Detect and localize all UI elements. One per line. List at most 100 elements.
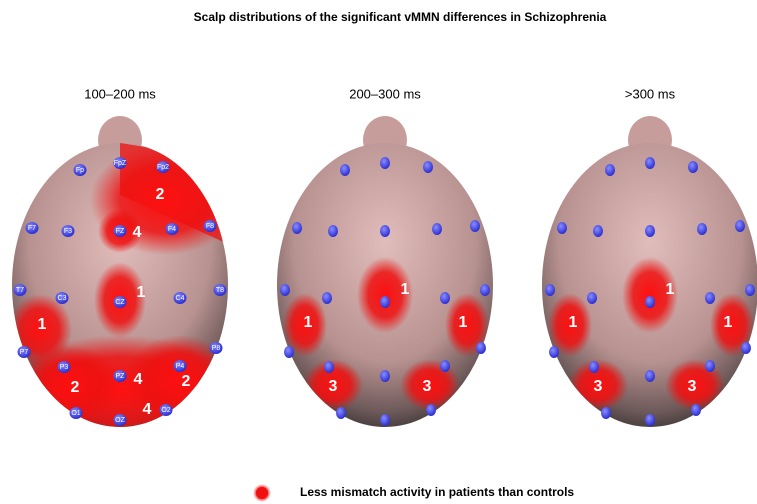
electrode — [25, 222, 39, 234]
electrode — [605, 164, 615, 176]
region-number: 1 — [724, 314, 733, 331]
region-number: 1 — [137, 284, 146, 301]
panel-label: >300 ms — [625, 86, 676, 101]
electrode — [380, 414, 390, 426]
electrode — [380, 370, 390, 382]
electrode — [324, 361, 334, 373]
region-number: 2 — [71, 379, 80, 396]
electrode-label: Fp — [76, 167, 84, 174]
electrode-label: O1 — [71, 410, 80, 417]
region-number: 1 — [401, 281, 410, 298]
electrode — [645, 157, 655, 169]
electrode — [545, 284, 555, 296]
activity-blob — [445, 293, 489, 357]
electrode-label: P7 — [20, 349, 29, 356]
panel-label: 100–200 ms — [84, 86, 156, 101]
activity-layer — [548, 257, 754, 411]
electrode — [745, 284, 755, 296]
region-number: 1 — [569, 314, 578, 331]
region-number: 3 — [594, 378, 603, 395]
electrode-label: P4 — [176, 363, 185, 370]
electrode — [705, 360, 715, 372]
electrode — [426, 404, 436, 416]
electrode — [13, 284, 27, 296]
electrode — [645, 414, 655, 426]
electrode — [322, 292, 332, 304]
electrode — [440, 360, 450, 372]
scalp-panel: >300 ms 1 1 1 3 3 — [542, 86, 757, 427]
electrode — [440, 292, 450, 304]
electrode — [432, 223, 442, 235]
electrode — [113, 296, 127, 308]
electrode — [423, 161, 433, 173]
electrode — [476, 342, 486, 354]
electrode — [113, 225, 127, 237]
electrode — [209, 342, 223, 354]
region-number: 3 — [688, 378, 697, 395]
region-number: 1 — [38, 316, 47, 333]
activity-blob — [622, 257, 678, 333]
electrode — [73, 164, 87, 176]
electrode — [113, 414, 127, 426]
electrode-label: P8 — [212, 345, 221, 352]
electrode-label: F8 — [206, 223, 214, 230]
electrode — [292, 222, 302, 234]
region-number: 3 — [423, 378, 432, 395]
region-number: 2 — [182, 373, 191, 390]
electrode-label: C3 — [58, 295, 67, 302]
electrode — [735, 220, 745, 232]
electrode — [61, 225, 75, 237]
electrode-label: F7 — [28, 225, 36, 232]
electrode — [645, 370, 655, 382]
electrode — [741, 342, 751, 354]
panel-label: 200–300 ms — [349, 86, 421, 101]
electrode — [328, 225, 338, 237]
electrode — [213, 284, 227, 296]
electrode — [705, 292, 715, 304]
scalp-panel: 100–200 ms Fp FpZ Fp2 F7 F3 FZ F4 F8 T7 C3 CZ C4 T8 P7… — [12, 86, 228, 427]
electrode — [173, 360, 187, 372]
electrode — [697, 223, 707, 235]
activity-blob — [548, 293, 592, 357]
electrode — [380, 296, 390, 308]
electrode-label: CZ — [115, 299, 125, 306]
electrode-label: F4 — [168, 226, 176, 233]
electrode — [480, 284, 490, 296]
electrode — [557, 222, 567, 234]
region-number: 4 — [143, 401, 152, 418]
electrode — [380, 157, 390, 169]
figure-title: Scalp distributions of the significant v… — [194, 10, 607, 24]
electrode-label: P3 — [60, 364, 69, 371]
electrode — [589, 361, 599, 373]
activity-blob — [357, 257, 413, 333]
legend-swatch-core — [256, 487, 268, 499]
electrode — [284, 346, 294, 358]
electrode-label: FpZ — [114, 160, 127, 167]
legend-label: Less mismatch activity in patients than … — [300, 485, 574, 499]
electrode — [688, 161, 698, 173]
electrode — [380, 225, 390, 237]
activity-blob — [283, 293, 327, 357]
region-number: 2 — [156, 186, 165, 203]
electrode — [691, 404, 701, 416]
region-number: 4 — [134, 371, 143, 388]
electrode — [336, 407, 346, 419]
electrode-label: OZ — [115, 417, 125, 424]
activity-layer — [283, 257, 489, 411]
electrode — [340, 164, 350, 176]
electrode — [165, 223, 179, 235]
electrode-label: C4 — [176, 295, 185, 302]
region-number: 1 — [666, 281, 675, 298]
electrode-label: O2 — [161, 407, 170, 414]
electrode — [470, 220, 480, 232]
activity-blob — [710, 293, 754, 357]
region-number: 4 — [133, 224, 142, 241]
electrode — [601, 407, 611, 419]
electrode — [587, 292, 597, 304]
electrode-label: FZ — [116, 228, 125, 235]
electrode-label: PZ — [116, 373, 126, 380]
region-number: 3 — [329, 378, 338, 395]
electrode — [280, 284, 290, 296]
electrode — [203, 220, 217, 232]
